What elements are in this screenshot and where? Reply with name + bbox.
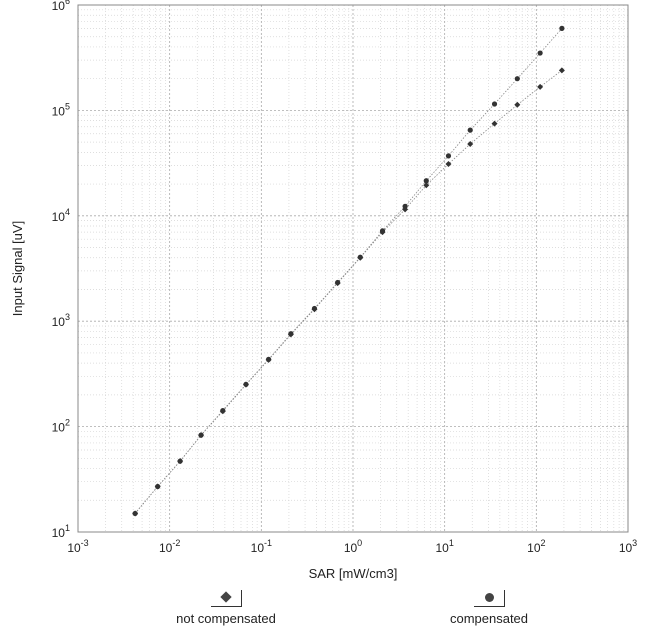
- data-point-not-compensated: [537, 83, 544, 90]
- legend-swatch-not-compensated: [210, 590, 242, 607]
- data-point-compensated: [559, 25, 565, 31]
- data-point-compensated: [423, 178, 429, 184]
- data-point-compensated: [537, 50, 543, 56]
- data-point-compensated: [132, 510, 138, 517]
- plot-frame: [77, 4, 629, 533]
- x-tick-label: 10-1: [251, 538, 272, 555]
- data-point-not-compensated: [558, 67, 565, 74]
- x-tick-label: 102: [527, 538, 545, 555]
- y-tick-label: 104: [52, 207, 70, 224]
- y-axis-label: Input Signal [uV]: [10, 221, 25, 316]
- fit-line-series-1: [134, 28, 563, 514]
- data-point-compensated: [357, 254, 363, 260]
- y-tick-label: 101: [52, 523, 70, 540]
- data-point-compensated: [335, 279, 341, 286]
- fit-line-series-0: [134, 69, 563, 514]
- y-tick-label: 105: [52, 101, 70, 118]
- data-point-compensated: [402, 203, 408, 209]
- y-tick-label: 106: [52, 0, 70, 13]
- x-tick-label: 101: [435, 538, 453, 555]
- x-tick-labels: 10-3 10-2 10-1 100 101 102 103: [67, 538, 637, 555]
- legend-not-compensated: not compensated: [156, 590, 296, 626]
- legend-label-not-compensated: not compensated: [176, 611, 276, 626]
- legend-swatch-compensated: [473, 590, 505, 607]
- data-point-compensated: [379, 228, 386, 234]
- y-tick-label: 102: [52, 418, 70, 435]
- circle-marker-icon: [484, 593, 494, 602]
- x-tick-label: 103: [619, 538, 637, 555]
- y-tick-label: 103: [52, 312, 70, 329]
- data-point-compensated: [288, 331, 294, 337]
- fit-lines: [134, 28, 563, 514]
- data-point-compensated: [155, 483, 161, 490]
- data-point-compensated: [491, 101, 498, 107]
- data-point-compensated: [243, 381, 249, 387]
- x-tick-label: 10-3: [67, 538, 88, 555]
- diamond-marker-icon: [219, 591, 232, 603]
- data-point-not-compensated: [423, 182, 430, 189]
- data-points: [132, 25, 565, 517]
- legend-label-compensated: compensated: [449, 611, 529, 626]
- data-point-compensated: [177, 458, 183, 464]
- data-point-compensated: [467, 127, 473, 133]
- data-point-compensated: [311, 305, 318, 312]
- data-point-compensated: [445, 153, 452, 159]
- data-point-not-compensated: [445, 161, 452, 168]
- data-point-compensated: [514, 76, 520, 82]
- x-axis-label: SAR [mW/cm3]: [309, 566, 398, 581]
- data-point-not-compensated: [514, 101, 521, 108]
- data-point-not-compensated: [467, 140, 474, 147]
- x-tick-label: 10-2: [159, 538, 180, 555]
- data-point-compensated: [198, 432, 204, 438]
- legend-compensated: compensated: [419, 590, 559, 626]
- y-tick-labels: 101 102 103 104 105 106: [52, 0, 70, 540]
- x-tick-label: 100: [344, 538, 362, 555]
- data-point-compensated: [220, 407, 226, 414]
- data-point-not-compensated: [491, 120, 498, 127]
- minor-grid: [78, 5, 628, 532]
- data-point-compensated: [265, 356, 272, 362]
